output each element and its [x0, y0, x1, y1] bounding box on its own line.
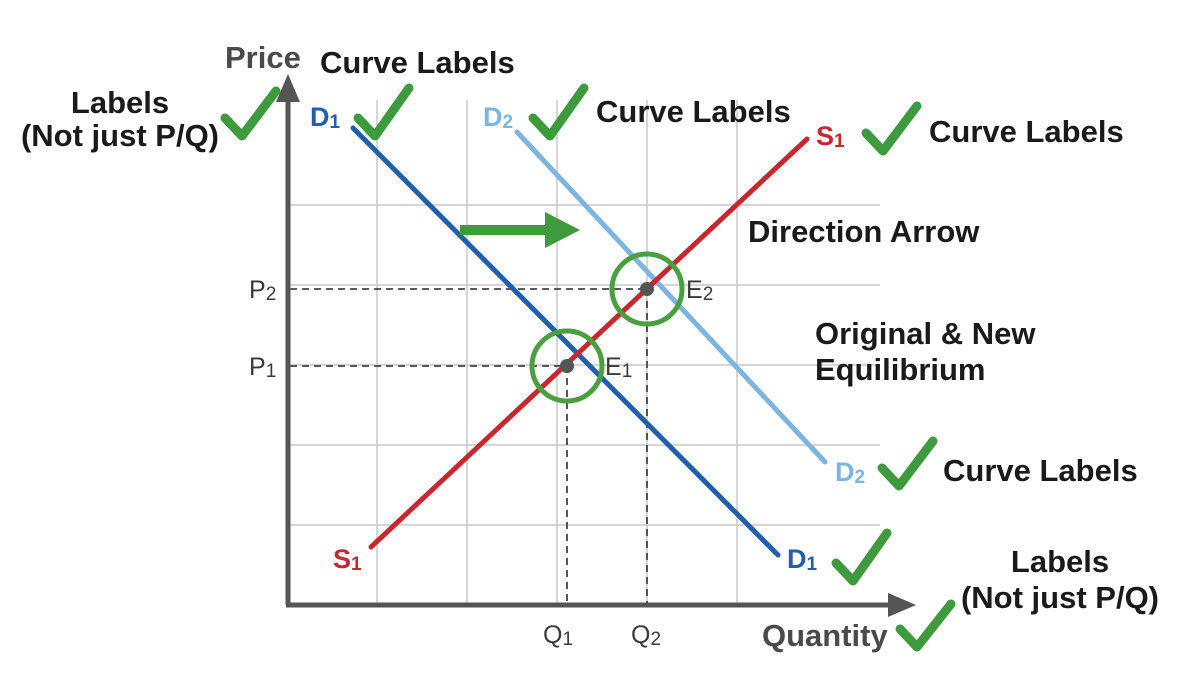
x-tick-q2: Q2: [631, 621, 661, 650]
y-tick-p1: P1: [249, 353, 276, 382]
price-axis-arrow-icon: [276, 74, 300, 102]
y-axis-title: Price: [225, 40, 301, 75]
curve-label-d1-top: D1: [310, 102, 341, 133]
x-axis-title: Quantity: [762, 618, 888, 653]
annotation-curve-labels-right: Curve Labels: [929, 114, 1124, 149]
annotation-labels-left-line2: (Not just P/Q): [21, 118, 219, 153]
supply-curve-s1: [368, 136, 810, 550]
equilibrium-point-e2: [640, 282, 654, 296]
y-tick-p2: P2: [249, 276, 276, 305]
check-icon: [353, 83, 414, 141]
curve-label-s1-bottom: S1: [333, 544, 362, 575]
annotation-curve-labels-lower: Curve Labels: [943, 453, 1138, 488]
equilibrium-circle-icon: [609, 251, 685, 327]
annotation-equilibrium-line2: Equilibrium: [815, 352, 986, 387]
annotation-curve-labels-top: Curve Labels: [320, 45, 515, 80]
check-icon: [831, 528, 892, 586]
curve-label-s1-top: S1: [816, 121, 845, 152]
grid: [288, 100, 880, 605]
check-icon: [877, 436, 938, 491]
quantity-axis-arrow-icon: [888, 593, 916, 617]
demand-curve-d2: [514, 129, 828, 465]
guide-lines: [290, 288, 648, 605]
annotation-equilibrium-line1: Original & New: [815, 316, 1036, 351]
annotation-curve-labels-middle: Curve Labels: [596, 94, 791, 129]
curve-label-d2-bottom: D2: [835, 457, 865, 488]
check-icon: [528, 83, 589, 141]
demand-curve-d1: [350, 125, 781, 558]
check-icon: [861, 101, 922, 156]
x-tick-q1: Q1: [543, 621, 573, 650]
right-arrow-icon: [460, 212, 580, 248]
equilibrium-label-e1: E1: [605, 353, 632, 382]
annotation-labels-right-line1: Labels: [1011, 544, 1109, 579]
check-icon: [895, 599, 956, 652]
curve-label-d1-bottom: D1: [787, 544, 818, 575]
equilibrium-circle-icon: [529, 328, 605, 404]
annotation-direction-arrow: Direction Arrow: [748, 214, 980, 249]
annotation-labels-left-line1: Labels: [71, 85, 169, 120]
curve-label-d2-top: D2: [483, 102, 513, 133]
annotation-labels-right-line2: (Not just P/Q): [961, 580, 1159, 615]
equilibrium-label-e2: E2: [686, 276, 713, 305]
equilibrium-point-e1: [560, 359, 574, 373]
check-icon: [220, 86, 281, 141]
